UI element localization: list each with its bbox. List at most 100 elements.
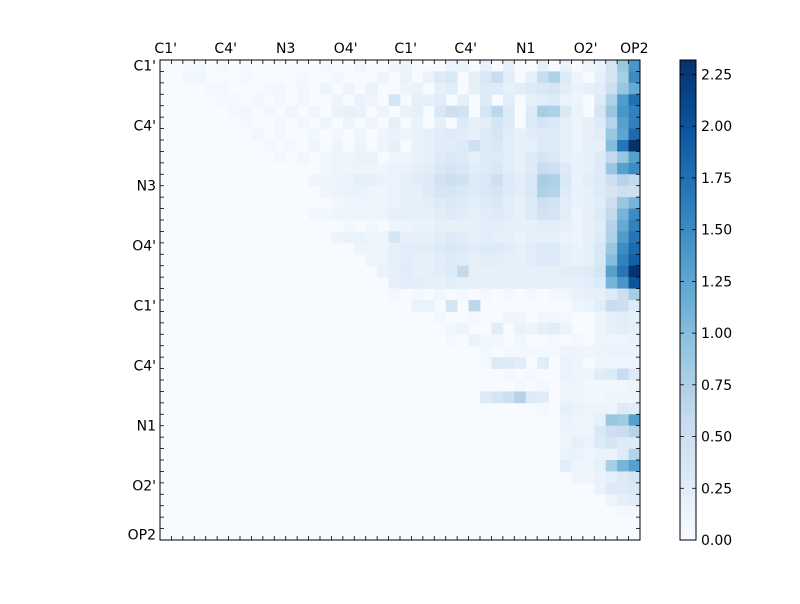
heatmap-cell: [628, 414, 641, 427]
heatmap-cell: [605, 448, 618, 461]
heatmap-cell: [594, 471, 607, 484]
heatmap-cell: [582, 151, 595, 164]
heatmap-cell: [560, 460, 572, 472]
heatmap-cell: [560, 414, 572, 427]
heatmap-cell: [320, 60, 332, 72]
heatmap-cell: [434, 128, 447, 141]
heatmap-cell: [628, 448, 641, 461]
heatmap-cell: [502, 140, 515, 152]
heatmap-cell: [594, 105, 607, 118]
heatmap-cell: [582, 402, 595, 415]
heatmap-cell: [457, 151, 469, 164]
heatmap-cell: [480, 197, 492, 209]
x-axis-ticks: C1' C4' N3 O4' C1' C4' N1 O2' OP2: [154, 41, 648, 57]
heatmap-cell: [377, 231, 389, 244]
heatmap-cell: [537, 345, 549, 358]
y-tick-label: O4': [132, 239, 156, 255]
heatmap-cell: [571, 448, 584, 461]
heatmap-cell: [617, 414, 629, 427]
heatmap-cell: [628, 265, 641, 278]
heatmap-cell: [400, 128, 412, 141]
heatmap-cell: [560, 60, 572, 72]
heatmap-cell: [457, 174, 469, 187]
heatmap-cell: [388, 151, 401, 164]
heatmap-cell: [605, 334, 618, 347]
heatmap-cell: [605, 128, 618, 141]
heatmap-cell: [502, 345, 515, 358]
heatmap-cell: [491, 231, 504, 244]
heatmap-cell: [617, 162, 629, 175]
heatmap-cell: [377, 162, 389, 175]
heatmap-cell: [514, 380, 527, 392]
heatmap-cell: [388, 60, 401, 72]
heatmap-cell: [502, 242, 515, 255]
heatmap-cell: [411, 220, 424, 232]
heatmap-cell: [411, 265, 424, 278]
heatmap-cell: [594, 60, 607, 72]
heatmap-cell: [377, 140, 389, 152]
heatmap-cell: [502, 94, 515, 107]
heatmap-cell: [502, 311, 515, 324]
colorbar-tick-label: 0.50: [701, 430, 732, 446]
heatmap-cell: [331, 174, 344, 187]
colorbar-tick-label: 0.00: [701, 533, 732, 549]
heatmap-cell: [468, 185, 481, 198]
heatmap-cell: [445, 300, 458, 312]
heatmap-cell: [297, 82, 309, 95]
heatmap-cell: [525, 242, 538, 255]
heatmap-cell: [537, 402, 549, 415]
heatmap-cell: [445, 71, 458, 84]
heatmap-cell: [491, 254, 504, 267]
heatmap-cell: [594, 220, 607, 232]
heatmap-cell: [548, 94, 561, 107]
heatmap-cell: [457, 220, 469, 232]
heatmap-cell: [422, 94, 435, 107]
heatmap-cell: [480, 391, 492, 404]
heatmap-cell: [628, 254, 641, 267]
heatmap-cell: [514, 82, 527, 95]
heatmap-cell: [422, 185, 435, 198]
heatmap-cell: [468, 82, 481, 95]
heatmap-cell: [617, 380, 629, 392]
heatmap-cell: [502, 391, 515, 404]
heatmap-cell: [571, 425, 584, 438]
heatmap-cell: [560, 288, 572, 301]
heatmap-cell: [605, 254, 618, 267]
heatmap-cell: [605, 368, 618, 381]
heatmap-cell: [628, 368, 641, 381]
heatmap-cell: [388, 174, 401, 187]
heatmap-cell: [422, 220, 435, 232]
heatmap-cell: [582, 197, 595, 209]
heatmap-cell: [617, 265, 629, 278]
heatmap-cell: [354, 197, 367, 209]
heatmap-cell: [411, 185, 424, 198]
heatmap-cell: [331, 105, 344, 118]
heatmap-cell: [560, 151, 572, 164]
y-tick-label: C4': [133, 359, 156, 375]
heatmap-cell: [571, 345, 584, 358]
heatmap-cell: [628, 128, 641, 141]
heatmap-cell: [354, 105, 367, 118]
colorbar-tick-label: 2.00: [701, 119, 732, 135]
heatmap-cell: [411, 254, 424, 267]
heatmap-cell: [560, 117, 572, 129]
heatmap-cell: [605, 482, 618, 495]
heatmap-cell: [525, 254, 538, 267]
heatmap-cell: [480, 151, 492, 164]
heatmap-cell: [320, 117, 332, 129]
heatmap-cell: [411, 105, 424, 118]
heatmap-cell: [617, 242, 629, 255]
heatmap-cell: [628, 71, 641, 84]
heatmap-cell: [514, 140, 527, 152]
heatmap-cell: [377, 254, 389, 267]
heatmap-cell: [605, 117, 618, 129]
heatmap-cell: [537, 71, 549, 84]
heatmap-cell: [422, 71, 435, 84]
colorbar-tick-label: 1.75: [701, 171, 732, 187]
heatmap-cell: [628, 288, 641, 301]
heatmap-cell: [617, 82, 629, 95]
heatmap-cell: [342, 185, 355, 198]
heatmap-cell: [594, 265, 607, 278]
heatmap-cell: [400, 60, 412, 72]
plot-area: [159, 59, 641, 541]
